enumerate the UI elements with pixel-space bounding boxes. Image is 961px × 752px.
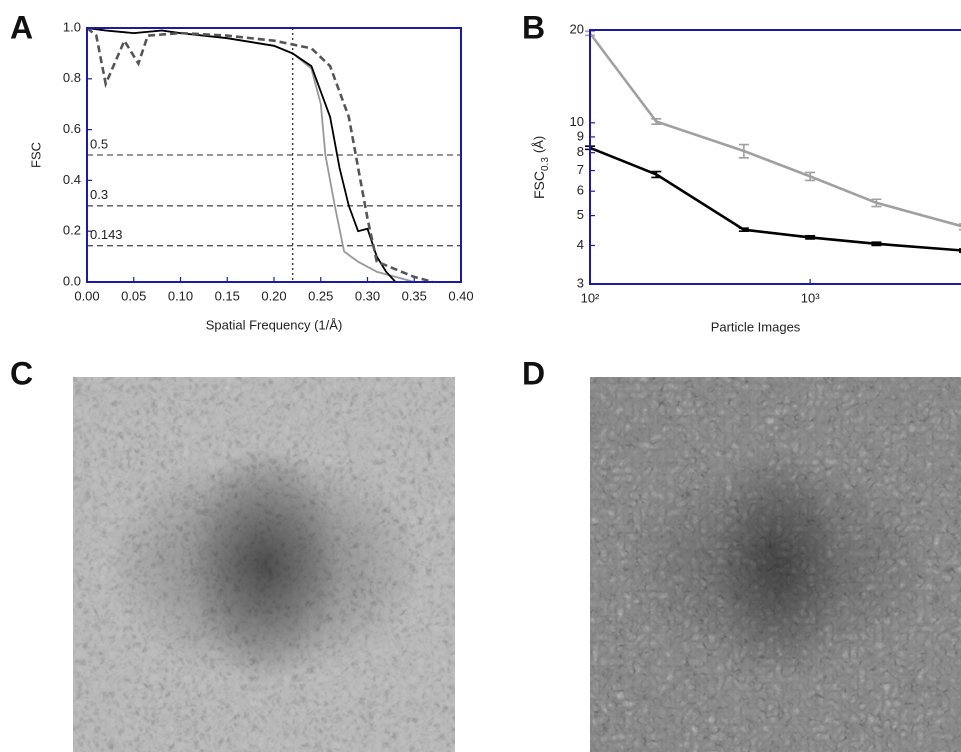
resolution-line bbox=[589, 146, 961, 252]
y-tick-label: 5 bbox=[577, 207, 584, 222]
x-tick-label: 0.00 bbox=[74, 288, 99, 303]
y-axis-label-text: FSC0.3 (Å) bbox=[531, 136, 551, 199]
x-tick-label: 0.25 bbox=[308, 288, 333, 303]
x-tick-label: 0.40 bbox=[448, 288, 473, 303]
x-axis-label: Spatial Frequency (1/Å) bbox=[206, 317, 343, 332]
panel-label: C bbox=[10, 355, 33, 391]
y-tick-label: 0.2 bbox=[63, 223, 81, 238]
y-tick-label: 9 bbox=[577, 128, 584, 143]
x-tick-label: 0.10 bbox=[168, 288, 193, 303]
y-tick-label: 0.0 bbox=[63, 273, 81, 288]
y-axis-label: FSC0.3 (Å) bbox=[531, 136, 551, 199]
fsc-curve bbox=[86, 26, 434, 284]
y-tick-label: 4 bbox=[577, 237, 584, 252]
y-tick-label: 7 bbox=[577, 162, 584, 177]
image-c bbox=[73, 377, 455, 752]
y-axis-label-part: 0.3 bbox=[540, 157, 551, 171]
y-tick-label: 0.6 bbox=[63, 121, 81, 136]
error-bar bbox=[651, 170, 662, 179]
x-tick-label: 0.35 bbox=[402, 288, 427, 303]
error-bar bbox=[805, 171, 816, 182]
x-tick-label: 10² bbox=[581, 290, 600, 305]
x-tick-label: 0.15 bbox=[215, 288, 240, 303]
y-tick-label: 20 bbox=[570, 21, 584, 36]
resolution-line bbox=[588, 32, 961, 228]
reference-label: 0.143 bbox=[90, 227, 123, 242]
y-tick-label: 6 bbox=[577, 183, 584, 198]
panel-label: D bbox=[522, 355, 545, 391]
y-tick-label: 0.8 bbox=[63, 70, 81, 85]
y-tick-label: 1.0 bbox=[63, 19, 81, 34]
error-bar bbox=[738, 227, 749, 233]
y-tick-label: 3 bbox=[577, 275, 584, 290]
plot-frame bbox=[86, 27, 462, 283]
error-bar bbox=[871, 241, 882, 247]
x-tick-label: 0.30 bbox=[355, 288, 380, 303]
x-tick-label: 0.05 bbox=[121, 288, 146, 303]
error-bar bbox=[651, 118, 662, 125]
x-tick-label: 0.20 bbox=[261, 288, 286, 303]
x-axis-label: Particle Images bbox=[711, 319, 801, 334]
image-d bbox=[590, 377, 961, 752]
error-bar bbox=[738, 143, 749, 159]
y-tick-label: 10 bbox=[570, 114, 584, 129]
y-tick-label: 8 bbox=[577, 144, 584, 159]
error-bar bbox=[871, 198, 882, 208]
y-tick-label: 0.4 bbox=[63, 172, 81, 187]
reference-label: 0.5 bbox=[90, 136, 108, 151]
error-bar bbox=[805, 235, 816, 240]
reference-label: 0.3 bbox=[90, 187, 108, 202]
panel-label: B bbox=[522, 9, 545, 45]
y-axis-label-part: FSC bbox=[531, 171, 547, 199]
panel-label: A bbox=[10, 9, 33, 45]
x-tick-label: 10³ bbox=[801, 290, 820, 305]
y-axis-label: FSC bbox=[28, 142, 43, 168]
plot-frame bbox=[589, 29, 961, 285]
y-axis-label-part: (Å) bbox=[531, 136, 546, 153]
